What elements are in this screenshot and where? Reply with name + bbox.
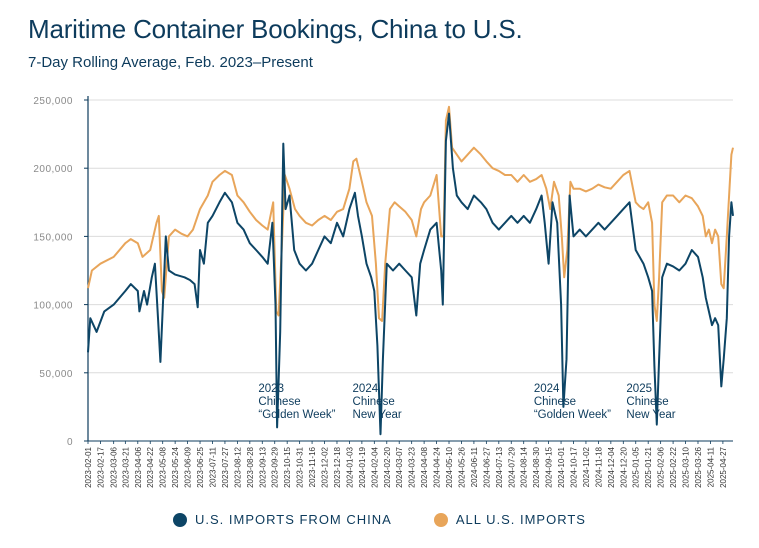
x-tick-label: 2023-02-01 (84, 446, 93, 487)
annotation-text: Chinese (258, 396, 300, 408)
chart-title: Maritime Container Bookings, China to U.… (28, 14, 523, 44)
x-tick-label: 2023-12-02 (321, 446, 330, 487)
x-tick-label: 2024-09-15 (545, 446, 554, 487)
x-tick-label: 2023-07-11 (208, 446, 217, 487)
x-tick-label: 2024-01-03 (345, 446, 354, 487)
annotation-text: Chinese (534, 396, 576, 408)
legend-label-all: ALL U.S. IMPORTS (455, 512, 586, 527)
x-tick-label: 2024-07-13 (495, 446, 504, 487)
legend-swatch-all (433, 512, 448, 527)
x-tick-label: 2025-03-10 (682, 446, 691, 487)
x-tick-label: 2024-02-20 (383, 446, 392, 487)
x-tick-label: 2023-04-22 (146, 446, 155, 487)
x-tick-label: 2024-01-19 (358, 446, 367, 487)
x-tick-label: 2023-06-09 (184, 446, 193, 487)
annotation-text: 2023 (258, 383, 284, 395)
x-tick-label: 2025-02-22 (669, 446, 678, 487)
x-tick-label: 2025-01-21 (644, 446, 653, 487)
x-tick-label: 2023-08-28 (246, 446, 255, 487)
x-tick-label: 2024-12-20 (619, 446, 628, 487)
x-tick-label: 2023-05-08 (159, 446, 168, 487)
x-tick-label: 2024-08-30 (532, 446, 541, 487)
x-tick-label: 2023-12-18 (333, 446, 342, 487)
annotation-text: 2024 (534, 383, 560, 395)
legend-swatch-china (173, 512, 187, 527)
y-tick-label: 0 (67, 437, 73, 448)
legend-label-china: U.S. IMPORTS FROM CHINA (195, 512, 392, 527)
x-tick-label: 2023-10-15 (283, 446, 292, 487)
series-line-china (87, 112, 734, 436)
x-tick-label: 2023-06-25 (196, 446, 205, 487)
x-tick-label: 2024-03-07 (395, 446, 404, 487)
x-tick-label: 2023-04-06 (134, 446, 143, 487)
x-tick-label: 2024-05-10 (445, 446, 454, 487)
x-tick-label: 2024-04-24 (433, 446, 442, 487)
annotation-text: Chinese (353, 396, 395, 408)
annotation-text: New Year (626, 409, 675, 421)
series-line-all (87, 105, 734, 322)
annotation-text: New Year (353, 409, 402, 421)
x-tick-label: 2023-10-31 (296, 446, 305, 487)
legend-item-all: ALL U.S. IMPORTS (433, 512, 586, 527)
x-tick-label: 2024-11-18 (594, 446, 603, 487)
x-tick-label: 2025-01-05 (632, 446, 641, 487)
annotation-text: Chinese (626, 396, 668, 408)
x-tick-label: 2023-05-24 (171, 446, 180, 487)
annotation-text: “Golden Week” (534, 409, 611, 421)
x-tick-label: 2024-11-02 (582, 446, 591, 487)
y-tick-label: 100,000 (33, 301, 73, 312)
x-tick-label: 2023-03-06 (110, 446, 119, 487)
x-tick-label: 2025-02-06 (657, 446, 666, 487)
x-tick-label: 2024-04-08 (420, 446, 429, 487)
x-tick-label: 2024-08-14 (520, 446, 529, 487)
x-tick-label: 2025-04-27 (719, 446, 728, 487)
x-tick-label: 2024-02-04 (370, 446, 379, 487)
x-tick-label: 2024-07-29 (507, 446, 516, 487)
x-tick-label: 2024-12-04 (607, 446, 616, 487)
x-tick-label: 2023-07-27 (221, 446, 230, 487)
x-tick-label: 2023-03-21 (121, 446, 130, 487)
x-tick-label: 2024-10-01 (557, 446, 566, 487)
x-tick-label: 2023-11-16 (308, 446, 317, 487)
chart-subtitle: 7-Day Rolling Average, Feb. 2023–Present (28, 54, 313, 71)
annotation-text: 2025 (626, 383, 652, 395)
y-tick-label: 250,000 (33, 96, 73, 107)
x-tick-label: 2024-05-26 (457, 446, 466, 487)
chart-legend: U.S. IMPORTS FROM CHINA ALL U.S. IMPORTS (0, 512, 759, 527)
y-tick-label: 200,000 (33, 164, 73, 175)
y-tick-label: 150,000 (33, 232, 73, 243)
x-tick-label: 2023-02-17 (96, 446, 105, 487)
annotation-text: 2024 (353, 383, 379, 395)
x-tick-label: 2025-04-11 (706, 446, 715, 487)
x-tick-label: 2023-09-13 (258, 446, 267, 487)
legend-item-china: U.S. IMPORTS FROM CHINA (173, 512, 392, 527)
x-tick-label: 2023-08-12 (233, 446, 242, 487)
y-tick-label: 50,000 (39, 369, 73, 380)
x-tick-label: 2024-03-23 (408, 446, 417, 487)
x-tick-label: 2025-03-26 (694, 446, 703, 487)
x-tick-label: 2024-06-27 (482, 446, 491, 487)
x-tick-label: 2024-06-11 (470, 446, 479, 487)
x-tick-label: 2023-09-29 (271, 446, 280, 487)
x-tick-label: 2024-10-17 (570, 446, 579, 487)
annotation-text: “Golden Week” (258, 409, 335, 421)
